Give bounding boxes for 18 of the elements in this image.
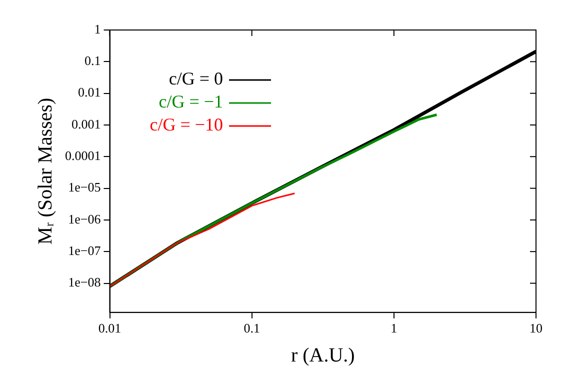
y-tick-label: 0.1 [84, 53, 101, 68]
y-tick-label: 1e−06 [68, 211, 102, 226]
legend-label: c/G = −1 [158, 92, 224, 112]
y-axis-title: Mᵣ (Solar Masses) [34, 98, 56, 245]
x-tick-label: 0.1 [244, 320, 260, 336]
y-tick-label: 0.01 [78, 84, 101, 100]
y-tick-label: 1e−08 [68, 274, 101, 290]
y-tick-label: 1e−05 [68, 180, 101, 195]
x-axis-title: r (A.U.) [290, 344, 355, 366]
x-tick-label: 1 [390, 320, 398, 336]
y-tick-label: 0.001 [72, 116, 101, 132]
y-tick-label: 1e−07 [68, 243, 102, 258]
y-tick-label: 1 [94, 21, 101, 36]
x-tick-label: 10 [530, 320, 542, 336]
legend-label: c/G = −10 [150, 114, 224, 135]
y-tick-label: 0.0001 [65, 148, 101, 164]
x-tick-label: 0.01 [98, 320, 122, 336]
legend-label: c/G = 0 [168, 68, 224, 89]
